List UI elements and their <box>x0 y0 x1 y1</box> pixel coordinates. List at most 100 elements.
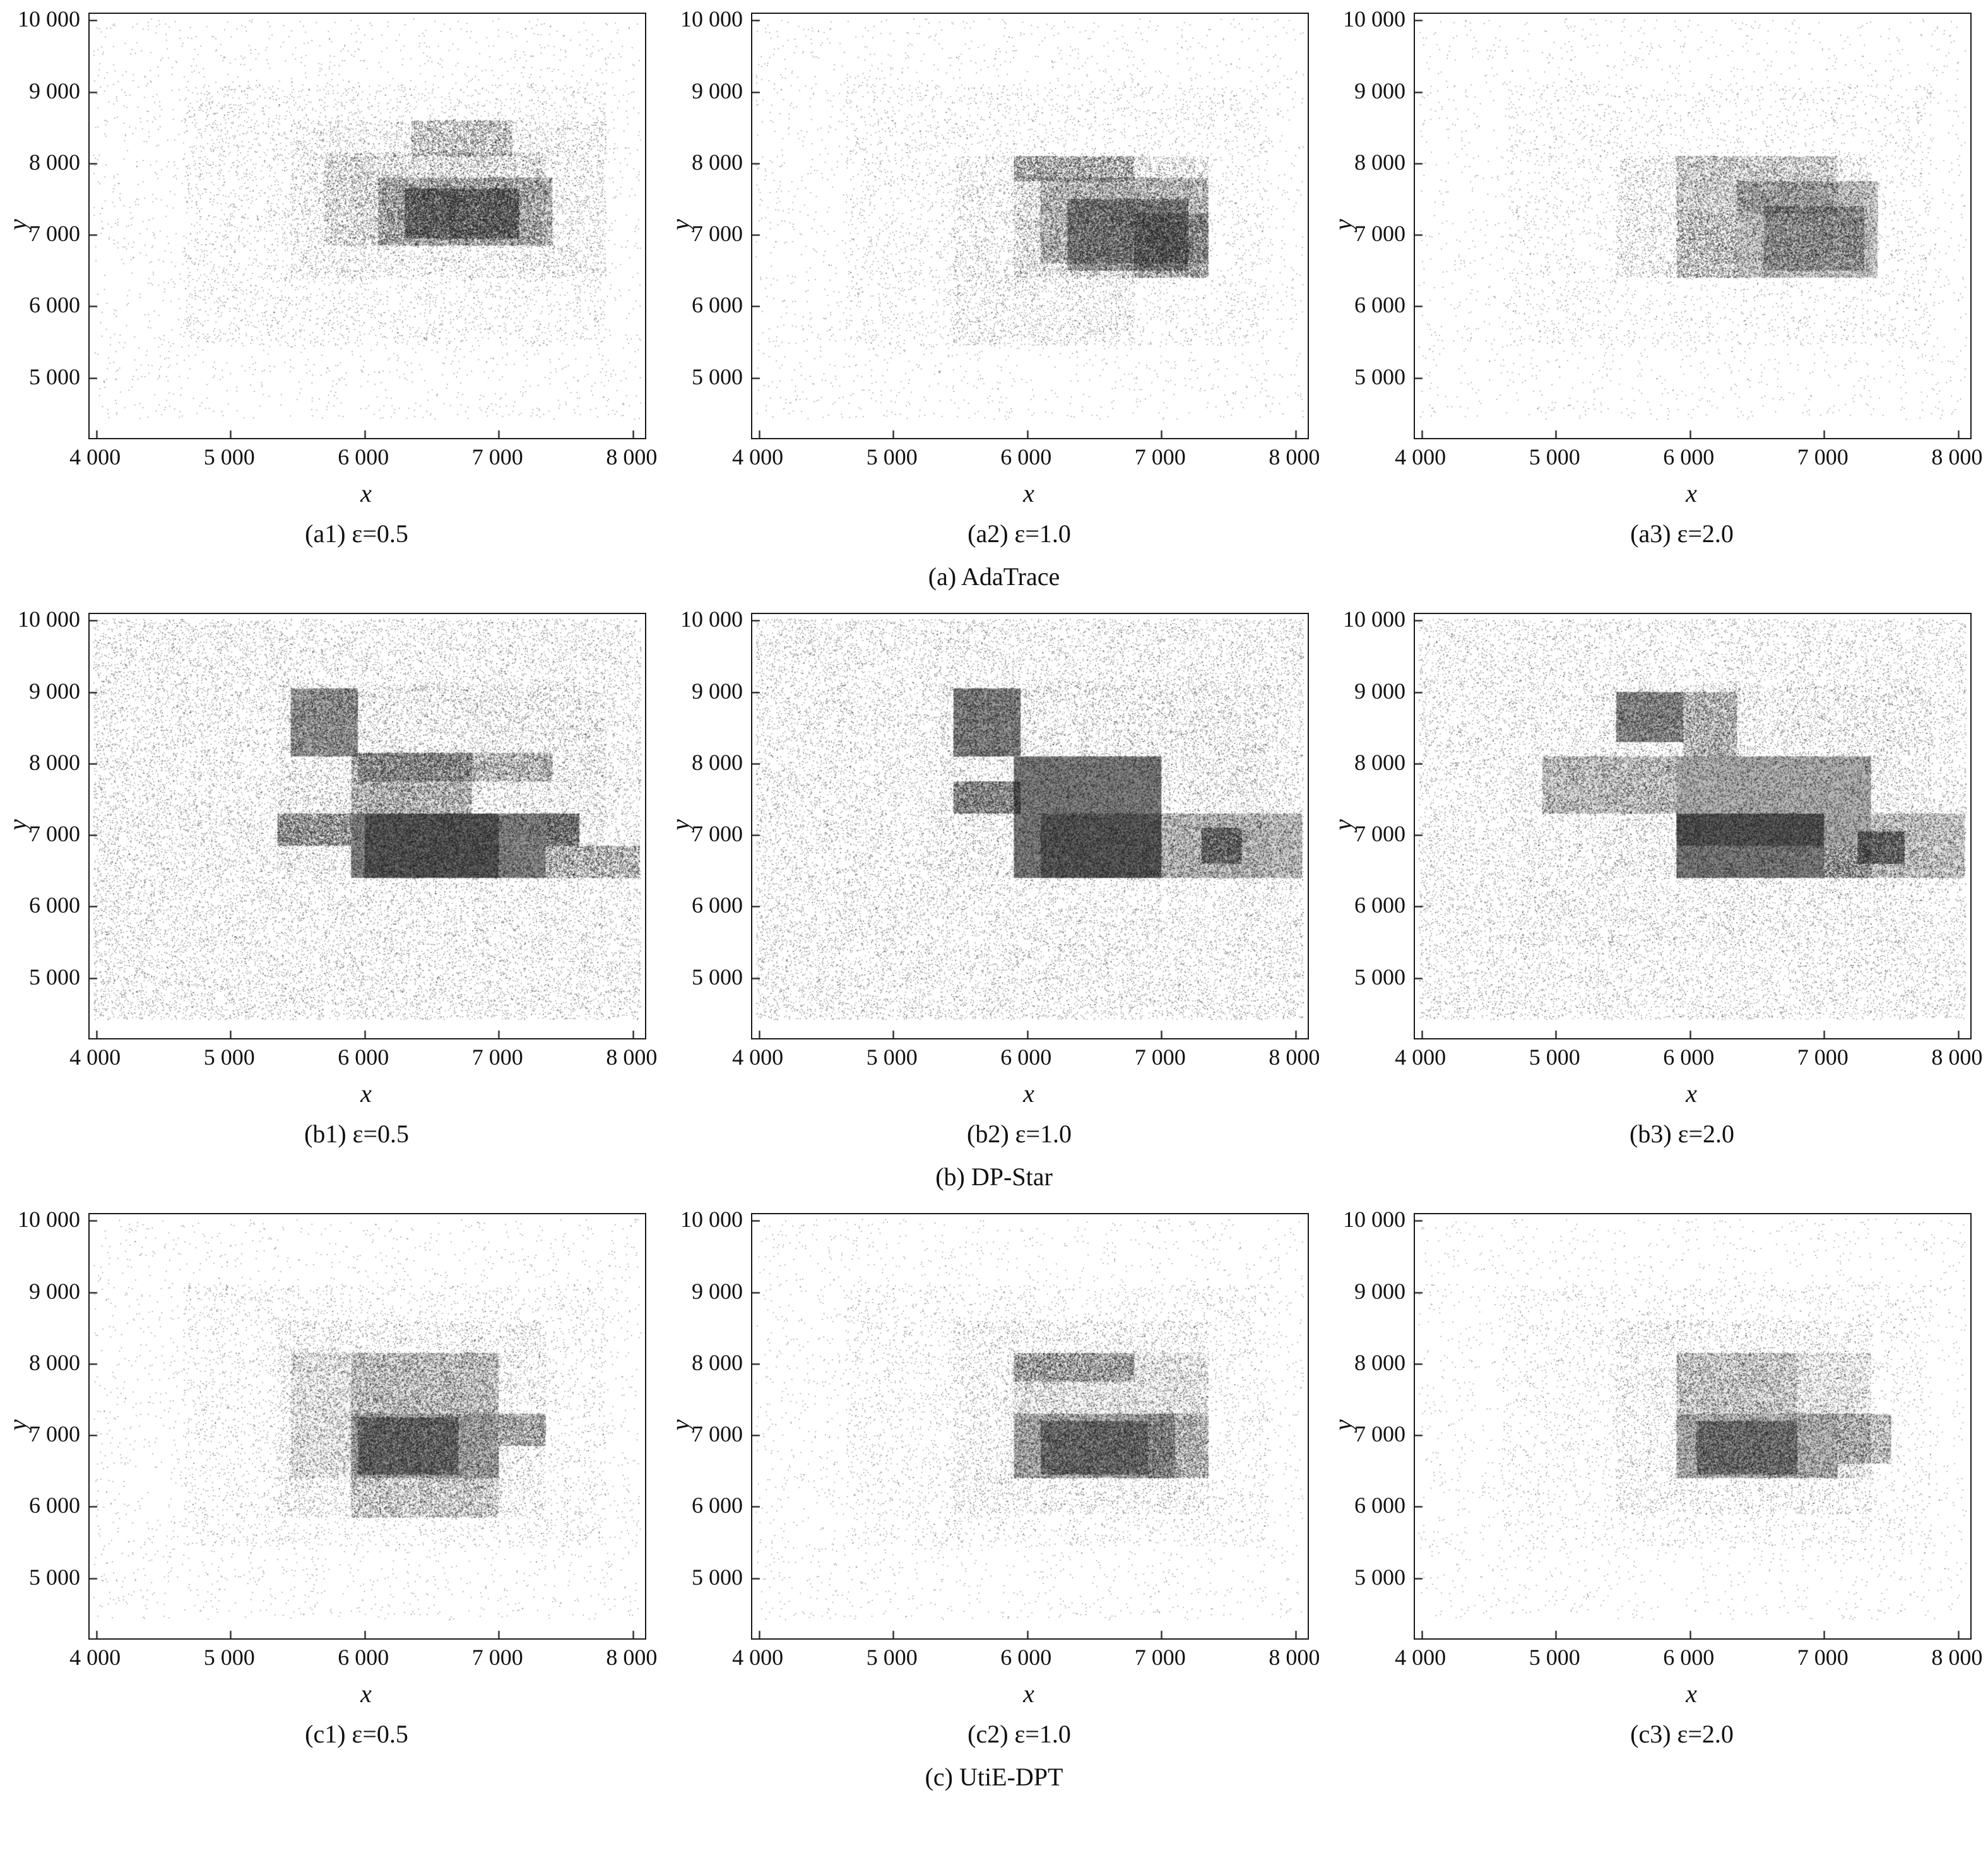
scatter-canvas-b2 <box>751 613 1309 1039</box>
x-tick-label: 4 000 <box>69 1645 121 1670</box>
y-tick-label: 10 000 <box>1343 6 1405 32</box>
subplot-b1: 5 000 6 000 7 000 8 000 9 000 10 000 4 000 5 00… <box>0 607 663 1161</box>
x-tick-label: 8 000 <box>606 1645 658 1670</box>
scatter-canvas-a3 <box>1414 13 1972 439</box>
x-tick-label: 8 000 <box>1269 444 1320 470</box>
x-tick-label: 6 000 <box>338 1645 389 1670</box>
y-tick-label: 5 000 <box>29 1564 80 1590</box>
x-tick-label: 6 000 <box>338 1044 389 1070</box>
x-tick-label: 5 000 <box>1529 1645 1580 1670</box>
x-tick-label: 4 000 <box>1395 444 1447 470</box>
x-tick-label: 6 000 <box>1663 1645 1715 1670</box>
y-tick-label: 5 000 <box>692 1564 743 1590</box>
scatter-canvas-b3 <box>1414 613 1972 1039</box>
y-tick-label: 5 000 <box>1354 364 1405 389</box>
subplot-a3: 5 000 6 000 7 000 8 000 9 000 10 000 4 000 5 00… <box>1325 6 1988 560</box>
x-tick-label: 5 000 <box>866 444 918 470</box>
subplot-caption-a2: (a2) ε=1.0 <box>967 519 1071 548</box>
y-tick-label: 7 000 <box>29 221 80 247</box>
subplot-caption-a1: (a1) ε=0.5 <box>305 519 408 548</box>
x-tick-label: 6 000 <box>338 444 389 470</box>
y-axis-label: y <box>1328 1419 1358 1431</box>
y-tick-label: 7 000 <box>1354 221 1405 247</box>
y-tick-label: 7 000 <box>692 1421 743 1447</box>
subplot-caption-b3: (b3) ε=2.0 <box>1630 1120 1734 1148</box>
x-axis-label: x <box>1686 479 1697 507</box>
y-axis-label: y <box>666 819 695 831</box>
y-axis-label: y <box>666 219 695 230</box>
y-tick-label: 9 000 <box>1354 78 1405 104</box>
subplot-b3: 5 000 6 000 7 000 8 000 9 000 10 000 4 000 5 00… <box>1325 607 1988 1161</box>
group-caption-b: (b) DP-Star <box>935 1163 1053 1191</box>
x-tick-label: 7 000 <box>471 444 523 470</box>
y-tick-label: 6 000 <box>692 1493 743 1518</box>
x-tick-label: 7 000 <box>1134 1044 1186 1070</box>
y-axis-label: y <box>1328 219 1358 230</box>
x-tick-label: 7 000 <box>471 1044 523 1070</box>
y-tick-label: 9 000 <box>29 678 80 704</box>
x-tick-label: 7 000 <box>1797 1044 1849 1070</box>
subplot-c1: 5 000 6 000 7 000 8 000 9 000 10 000 4 000 5 00… <box>0 1207 663 1761</box>
x-tick-label: 7 000 <box>1134 444 1186 470</box>
x-tick-label: 8 000 <box>606 444 658 470</box>
scatter-canvas-c2 <box>751 1213 1309 1640</box>
y-tick-label: 9 000 <box>692 678 743 704</box>
x-tick-label: 6 000 <box>1663 1044 1715 1070</box>
y-tick-label: 5 000 <box>29 364 80 389</box>
y-tick-label: 10 000 <box>1343 607 1405 632</box>
group-caption-c: (c) UtiE-DPT <box>925 1763 1063 1791</box>
y-tick-label: 9 000 <box>1354 678 1405 704</box>
scatter-canvas-c1 <box>88 1213 646 1640</box>
x-axis-label: x <box>360 1679 372 1708</box>
subplot-caption-c1: (c1) ε=0.5 <box>305 1720 408 1748</box>
x-tick-label: 5 000 <box>203 1044 255 1070</box>
x-tick-label: 8 000 <box>1931 444 1983 470</box>
x-tick-label: 5 000 <box>203 1645 255 1670</box>
subplot-caption-a3: (a3) ε=2.0 <box>1630 519 1734 548</box>
x-tick-label: 4 000 <box>1395 1645 1447 1670</box>
y-tick-label: 7 000 <box>1354 821 1405 847</box>
y-tick-label: 7 000 <box>29 821 80 847</box>
subplot-a2: 5 000 6 000 7 000 8 000 9 000 10 000 4 000 5 00… <box>663 6 1325 560</box>
x-tick-label: 6 000 <box>1000 1645 1052 1670</box>
panel-row-b: 5 000 6 000 7 000 8 000 9 000 10 000 4 000 5 00… <box>0 607 1988 1161</box>
y-tick-label: 6 000 <box>29 292 80 318</box>
subplot-caption-b2: (b2) ε=1.0 <box>967 1120 1072 1148</box>
y-axis-label: y <box>666 1419 695 1431</box>
y-tick-label: 6 000 <box>29 1493 80 1518</box>
x-tick-label: 6 000 <box>1000 444 1052 470</box>
y-tick-label: 10 000 <box>1343 1207 1405 1233</box>
y-axis-label: y <box>3 1419 32 1431</box>
y-tick-label: 9 000 <box>692 78 743 104</box>
y-tick-label: 9 000 <box>29 78 80 104</box>
y-axis-label: y <box>3 819 32 831</box>
x-tick-label: 8 000 <box>1269 1645 1320 1670</box>
x-tick-label: 8 000 <box>606 1044 658 1070</box>
x-tick-label: 5 000 <box>866 1044 918 1070</box>
x-tick-label: 6 000 <box>1000 1044 1052 1070</box>
x-axis-label: x <box>1023 1679 1034 1708</box>
x-tick-label: 5 000 <box>203 444 255 470</box>
y-tick-label: 6 000 <box>692 892 743 918</box>
x-axis-label: x <box>1023 1079 1034 1108</box>
y-tick-label: 7 000 <box>29 1421 80 1447</box>
y-tick-label: 7 000 <box>1354 1421 1405 1447</box>
x-tick-label: 4 000 <box>1395 1044 1447 1070</box>
subplot-caption-c2: (c2) ε=1.0 <box>967 1720 1071 1748</box>
y-tick-label: 5 000 <box>29 964 80 990</box>
y-tick-label: 8 000 <box>692 149 743 175</box>
x-tick-label: 7 000 <box>471 1645 523 1670</box>
figure: 5 000 6 000 7 000 8 000 9 000 10 000 4 000 5 00… <box>0 6 1988 1791</box>
y-axis-label: y <box>3 219 32 230</box>
y-tick-label: 6 000 <box>1354 892 1405 918</box>
y-axis-label: y <box>1328 819 1358 831</box>
y-tick-label: 8 000 <box>29 1349 80 1375</box>
subplot-b2: 5 000 6 000 7 000 8 000 9 000 10 000 4 000 5 00… <box>663 607 1325 1161</box>
subplot-a1: 5 000 6 000 7 000 8 000 9 000 10 000 4 000 5 00… <box>0 6 663 560</box>
x-tick-label: 4 000 <box>732 1044 784 1070</box>
y-tick-label: 5 000 <box>1354 1564 1405 1590</box>
scatter-canvas-c3 <box>1414 1213 1972 1640</box>
y-tick-label: 7 000 <box>692 821 743 847</box>
x-tick-label: 4 000 <box>732 1645 784 1670</box>
y-tick-label: 10 000 <box>18 607 80 632</box>
